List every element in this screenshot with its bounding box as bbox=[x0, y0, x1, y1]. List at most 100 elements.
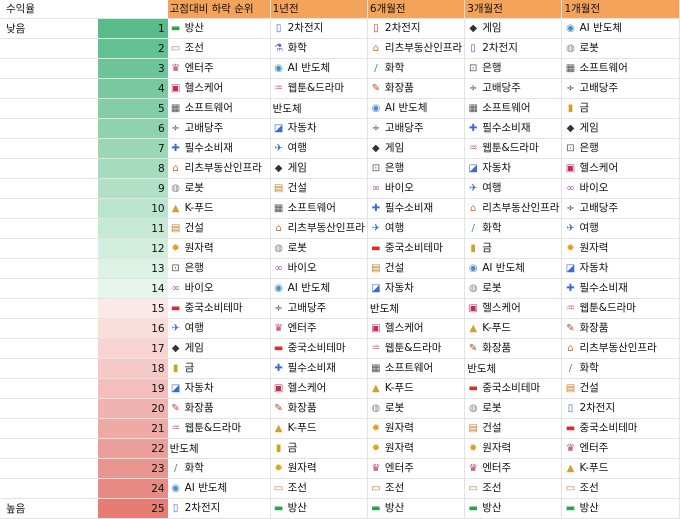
side-label-cell[interactable] bbox=[0, 58, 98, 80]
sector-cell[interactable]: ⌂ 리츠부동산인프라 bbox=[270, 218, 368, 240]
sector-cell[interactable]: ♛ 엔터주 bbox=[367, 458, 466, 480]
sector-cell[interactable]: ▯ 2차전지 bbox=[561, 398, 680, 420]
rank-cell[interactable]: 7 bbox=[97, 138, 168, 160]
sector-cell[interactable]: ◉ AI 반도체 bbox=[561, 18, 680, 40]
rank-cell[interactable]: 16 bbox=[97, 318, 168, 340]
rank-cell[interactable]: 2 bbox=[97, 38, 168, 60]
sector-cell[interactable]: ◪ 자동차 bbox=[464, 158, 563, 180]
sector-cell[interactable]: ▦ 소프트웨어 bbox=[561, 58, 680, 80]
sector-cell[interactable]: ▬ 방산 bbox=[270, 498, 368, 519]
sector-cell[interactable]: ▮ 금 bbox=[464, 238, 563, 260]
sector-cell[interactable]: ▦ 소프트웨어 bbox=[367, 358, 466, 380]
col-header-drawdown-rank[interactable]: 고점대비 하락 순위 bbox=[167, 0, 271, 20]
col-header-1-year-ago[interactable]: 1년전 bbox=[270, 0, 368, 20]
sector-cell[interactable]: ♛ 엔터주 bbox=[561, 438, 680, 460]
side-label-cell[interactable]: 높음 bbox=[0, 498, 98, 519]
sector-cell[interactable]: ◆ 게임 bbox=[367, 138, 466, 160]
side-label-cell[interactable] bbox=[0, 218, 98, 240]
sector-cell[interactable]: ♒ 웹툰&드라마 bbox=[367, 338, 466, 360]
rank-cell[interactable]: 13 bbox=[97, 258, 168, 280]
sector-cell[interactable]: ▤ 건설 bbox=[167, 218, 271, 240]
side-label-cell[interactable]: 낮음 bbox=[0, 18, 98, 40]
sector-cell[interactable]: ⌂ 리츠부동산인프라 bbox=[167, 158, 271, 180]
rank-cell[interactable]: 18 bbox=[97, 358, 168, 380]
side-label-cell[interactable] bbox=[0, 78, 98, 100]
sector-cell[interactable]: ÷ 고배당주 bbox=[167, 118, 271, 140]
sector-cell[interactable]: ▭ 조선 bbox=[464, 478, 563, 500]
sector-cell[interactable]: ✚ 필수소비재 bbox=[561, 278, 680, 300]
sector-cell[interactable]: ▣ 헬스케어 bbox=[464, 298, 563, 320]
rank-cell[interactable]: 20 bbox=[97, 398, 168, 420]
sector-cell[interactable]: ♛ 엔터주 bbox=[167, 58, 271, 80]
sector-cell[interactable]: ◍ 로봇 bbox=[561, 38, 680, 60]
sector-cell[interactable]: ♛ 엔터주 bbox=[464, 458, 563, 480]
sector-cell[interactable]: ♒ 웹툰&드라마 bbox=[464, 138, 563, 160]
sector-cell[interactable]: ✈ 여행 bbox=[464, 178, 563, 200]
sector-cell[interactable]: / 화학 bbox=[464, 218, 563, 240]
side-label-cell[interactable] bbox=[0, 358, 98, 380]
sector-cell[interactable]: ⌂ 리츠부동산인프라 bbox=[367, 38, 466, 60]
sector-cell[interactable]: ÷ 고배당주 bbox=[270, 298, 368, 320]
sector-cell[interactable]: ▬ 중국소비테마 bbox=[464, 378, 563, 400]
sector-cell[interactable]: ▯ 2차전지 bbox=[270, 18, 368, 40]
sector-cell[interactable]: ◉ AI 반도체 bbox=[270, 58, 368, 80]
sector-cell[interactable]: ▲ K-푸드 bbox=[561, 458, 680, 480]
side-label-cell[interactable] bbox=[0, 378, 98, 400]
sector-cell[interactable]: ◪ 자동차 bbox=[270, 118, 368, 140]
sector-cell[interactable]: ▮ 금 bbox=[270, 438, 368, 460]
sector-cell[interactable]: ◍ 로봇 bbox=[464, 278, 563, 300]
sector-cell[interactable]: ✎ 화장품 bbox=[367, 78, 466, 100]
sector-cell[interactable]: ▲ K-푸드 bbox=[167, 198, 271, 220]
sector-cell[interactable]: ▣ 헬스케어 bbox=[270, 378, 368, 400]
sector-cell[interactable]: ▤ 건설 bbox=[464, 418, 563, 440]
sector-cell[interactable]: ▣ 헬스케어 bbox=[167, 78, 271, 100]
sector-cell[interactable]: / 화학 bbox=[561, 358, 680, 380]
sector-cell[interactable]: ▲ K-푸드 bbox=[367, 378, 466, 400]
rank-cell[interactable]: 10 bbox=[97, 198, 168, 220]
sector-cell[interactable]: 반도체 bbox=[167, 438, 271, 460]
rank-cell[interactable]: 9 bbox=[97, 178, 168, 200]
blank-header-cell[interactable] bbox=[97, 0, 168, 20]
sector-cell[interactable]: ▮ 금 bbox=[167, 358, 271, 380]
side-label-cell[interactable] bbox=[0, 118, 98, 140]
sector-cell[interactable]: ◍ 로봇 bbox=[464, 398, 563, 420]
sector-cell[interactable]: ✹ 원자력 bbox=[167, 238, 271, 260]
sector-cell[interactable]: ✈ 여행 bbox=[561, 218, 680, 240]
sector-cell[interactable]: ✎ 화장품 bbox=[561, 318, 680, 340]
rank-cell[interactable]: 6 bbox=[97, 118, 168, 140]
sector-cell[interactable]: ▯ 2차전지 bbox=[367, 18, 466, 40]
rank-cell[interactable]: 1 bbox=[97, 18, 168, 40]
sector-cell[interactable]: ÷ 고배당주 bbox=[367, 118, 466, 140]
sector-cell[interactable]: ▬ 방산 bbox=[561, 498, 680, 519]
rank-cell[interactable]: 5 bbox=[97, 98, 168, 120]
sector-cell[interactable]: ◍ 로봇 bbox=[167, 178, 271, 200]
sector-cell[interactable]: ▲ K-푸드 bbox=[270, 418, 368, 440]
side-label-cell[interactable] bbox=[0, 438, 98, 460]
sector-cell[interactable]: ✚ 필수소비재 bbox=[270, 358, 368, 380]
col-header-6-months-ago[interactable]: 6개월전 bbox=[367, 0, 466, 20]
sector-cell[interactable]: ⌂ 리츠부동산인프라 bbox=[464, 198, 563, 220]
rank-cell[interactable]: 22 bbox=[97, 438, 168, 460]
sector-cell[interactable]: ▦ 소프트웨어 bbox=[464, 98, 563, 120]
rank-cell[interactable]: 3 bbox=[97, 58, 168, 80]
sector-cell[interactable]: ✚ 필수소비재 bbox=[167, 138, 271, 160]
col-header-3-months-ago[interactable]: 3개월전 bbox=[464, 0, 563, 20]
sector-cell[interactable]: ◆ 게임 bbox=[167, 338, 271, 360]
sector-cell[interactable]: ÷ 고배당주 bbox=[561, 78, 680, 100]
sector-cell[interactable]: ◉ AI 반도체 bbox=[464, 258, 563, 280]
sector-cell[interactable]: ÷ 고배당주 bbox=[464, 78, 563, 100]
sector-cell[interactable]: ▲ K-푸드 bbox=[464, 318, 563, 340]
side-header-cell[interactable]: 수익율 bbox=[0, 0, 98, 20]
sector-cell[interactable]: ✚ 필수소비재 bbox=[367, 198, 466, 220]
side-label-cell[interactable] bbox=[0, 338, 98, 360]
sector-cell[interactable]: ◉ AI 반도체 bbox=[167, 478, 271, 500]
sector-cell[interactable]: ◆ 게임 bbox=[464, 18, 563, 40]
sector-cell[interactable]: ▬ 중국소비테마 bbox=[167, 298, 271, 320]
sector-cell[interactable]: ▭ 조선 bbox=[561, 478, 680, 500]
sector-cell[interactable]: ▦ 소프트웨어 bbox=[270, 198, 368, 220]
sector-cell[interactable]: ▮ 금 bbox=[561, 98, 680, 120]
sector-cell[interactable]: ⊡ 은행 bbox=[464, 58, 563, 80]
sector-cell[interactable]: ▬ 방산 bbox=[464, 498, 563, 519]
sector-cell[interactable]: ◉ AI 반도체 bbox=[270, 278, 368, 300]
sector-cell[interactable]: ✎ 화장품 bbox=[464, 338, 563, 360]
